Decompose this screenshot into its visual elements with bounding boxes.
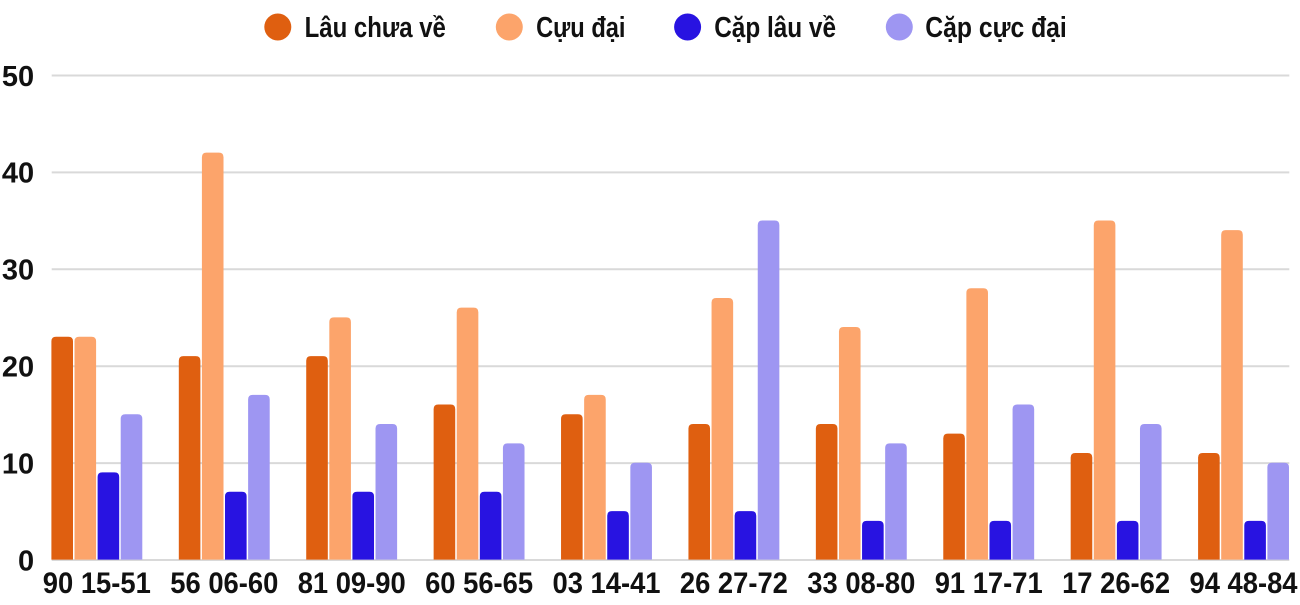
svg-text:60 56-65: 60 56-65 <box>425 567 533 600</box>
svg-text:50: 50 <box>2 61 34 93</box>
svg-text:Cặp lâu về: Cặp lâu về <box>714 12 836 44</box>
svg-text:Cặp cực đại: Cặp cực đại <box>925 12 1067 44</box>
svg-text:56 06-60: 56 06-60 <box>170 567 278 600</box>
svg-text:91 17-71: 91 17-71 <box>935 567 1043 600</box>
svg-text:33 08-80: 33 08-80 <box>807 567 915 600</box>
svg-text:Cựu đại: Cựu đại <box>536 12 625 44</box>
svg-text:03 14-41: 03 14-41 <box>553 567 661 600</box>
svg-text:0: 0 <box>18 545 34 577</box>
svg-text:94 48-84: 94 48-84 <box>1190 567 1298 600</box>
svg-text:81 09-90: 81 09-90 <box>298 567 406 600</box>
svg-text:30: 30 <box>2 255 34 287</box>
svg-text:17 26-62: 17 26-62 <box>1062 567 1170 600</box>
svg-text:Lâu chưa về: Lâu chưa về <box>305 12 446 44</box>
svg-text:90 15-51: 90 15-51 <box>43 567 151 600</box>
svg-text:40: 40 <box>2 158 34 190</box>
svg-text:10: 10 <box>2 448 34 480</box>
svg-text:26 27-72: 26 27-72 <box>680 567 788 600</box>
svg-text:20: 20 <box>2 352 34 384</box>
